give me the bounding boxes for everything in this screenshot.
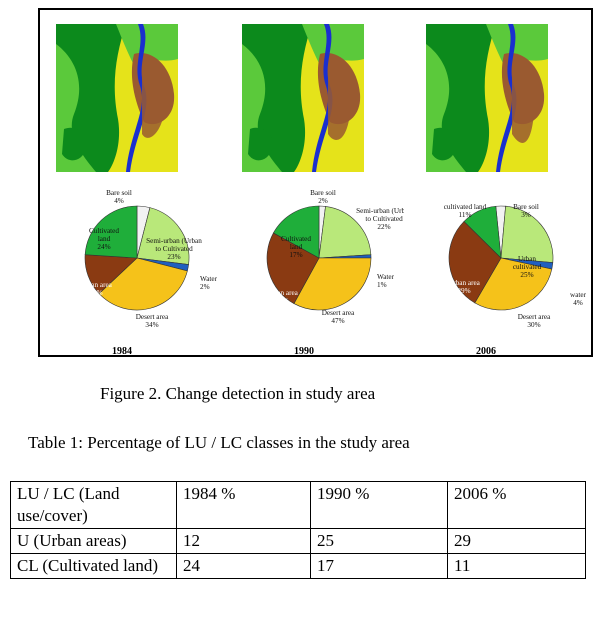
pie-year-label: 1984 (112, 346, 132, 356)
figure-frame: Bare soil 4% Semi-urban (Urban to Cultivate… (38, 8, 593, 357)
pie-year-label: 1990 (294, 346, 314, 356)
figure-caption: Figure 2. Change detection in study area (100, 384, 376, 403)
map-region-semi (302, 24, 364, 69)
pie-slice-semi-urban (318, 206, 372, 259)
pie-slice-desert-area (474, 257, 553, 311)
table-cell: U (Urban areas) (10, 528, 177, 554)
table-cell: 29 (447, 528, 586, 554)
pie-label-semi-urban: Semi-urban (Urban to Cultivated 23% (146, 237, 202, 261)
pie-slice-semi-urban (500, 205, 554, 263)
map-region-urban-growth (328, 61, 352, 140)
pie-label-urban-area: Urban area 29% (448, 279, 481, 295)
table-header-cell: 1984 % (176, 481, 311, 529)
pie-label-bare-soil: Bare soil 2% (310, 189, 336, 205)
table-header-cell: 1990 % (310, 481, 448, 529)
table-cell: 11 (447, 553, 586, 579)
pie-label-cultivated-land: Cultivated land 17% (281, 235, 311, 259)
table-title: Table 1: Percentage of LU / LC classes i… (28, 433, 410, 452)
map-1990-image (242, 24, 364, 172)
pie-slice-cultivated-land (84, 205, 138, 259)
pie-label-water: Water 1% (377, 273, 395, 289)
pie-label-cultivated-land: cultivated land 11% (444, 203, 487, 219)
pie-slice-urban-area (266, 232, 320, 304)
table-header-row: LU / LC (Land use/cover) 1984 % 1990 % 2… (10, 481, 586, 529)
map-1984 (56, 24, 178, 172)
table-cell: 25 (310, 528, 448, 554)
pie-label-semi-urban: Urban cultivated 25% (513, 255, 542, 279)
pie-label-water: water 4% (570, 291, 586, 307)
pie-chart-1984: Bare soil 4% Semi-urban (Urban to Cultivate… (52, 188, 222, 356)
map-region-semi (116, 24, 178, 69)
pie-label-desert-area: Desert area 30% (518, 313, 551, 329)
lulc-table: LU / LC (Land use/cover) 1984 % 1990 % 2… (10, 481, 586, 579)
map-2006 (426, 24, 548, 172)
pie-label-water: Water 2% (200, 275, 218, 291)
table-cell: 24 (176, 553, 311, 579)
pie-slice-urban-area (448, 221, 502, 304)
table-header-cell: 2006 % (447, 481, 586, 529)
pie-label-bare-soil: Bare soil 3% (513, 203, 539, 219)
table-row: CL (Cultivated land) 24 17 11 (10, 553, 586, 579)
map-region-semi (486, 24, 548, 69)
pie-label-bare-soil: Bare soil 4% (106, 189, 132, 205)
map-1990 (242, 24, 364, 172)
pie-label-urban-area: Urban area 13% (80, 281, 113, 297)
table-cell: 12 (176, 528, 311, 554)
pie-label-desert-area: Desert area 34% (136, 313, 169, 329)
pie-label-urban-area: Urban area 25% (266, 289, 299, 305)
map-region-water (126, 24, 147, 172)
pie-chart-2006: cultivated land 11% Bare soil 3% Urban cultiv… (416, 188, 586, 356)
table-cell: 17 (310, 553, 448, 579)
map-region-urban-growth (142, 63, 165, 138)
map-region-cultivated (62, 127, 87, 161)
map-region-water (312, 24, 333, 172)
pie-slice-desert-area (98, 257, 188, 311)
map-region-cultivated (432, 127, 457, 161)
pie-slice-cultivated-land (273, 205, 320, 259)
map-region-cultivated (248, 127, 273, 161)
pie-label-cultivated-land: Cultivated land 24% (89, 227, 119, 251)
map-1984-image (56, 24, 178, 172)
pie-label-desert-area: Desert area 47% (322, 309, 355, 325)
map-2006-image (426, 24, 548, 172)
pie-slice-cultivated-land (463, 205, 502, 259)
pie-slice-semi-urban (136, 207, 190, 265)
map-region-urban-growth (512, 57, 538, 143)
pie-year-label: 2006 (476, 346, 496, 356)
table-row: U (Urban areas) 12 25 29 (10, 528, 586, 554)
table-cell: CL (Cultivated land) (10, 553, 177, 579)
map-region-water (496, 24, 517, 172)
pie-slice-desert-area (293, 257, 372, 311)
table-header-cell: LU / LC (Land use/cover) (10, 481, 177, 529)
